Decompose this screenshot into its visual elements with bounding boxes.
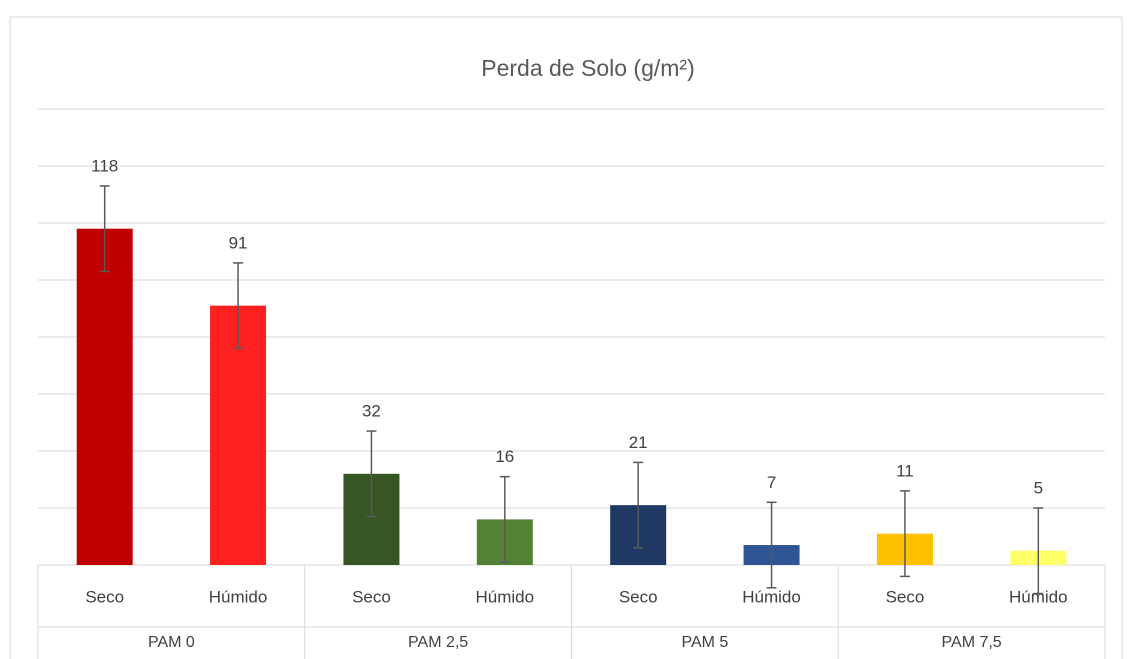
x-tick-label: Húmido — [742, 587, 801, 606]
group-label: PAM 5 — [681, 634, 728, 651]
data-label: 21 — [629, 433, 648, 452]
bar — [76, 228, 133, 565]
group-label: PAM 7,5 — [942, 634, 1002, 651]
group-label: PAM 0 — [148, 634, 195, 651]
x-tick-label: Seco — [619, 587, 658, 606]
x-tick-label: Húmido — [476, 587, 535, 606]
data-label: 118 — [91, 156, 118, 175]
data-label: 16 — [495, 447, 514, 466]
data-label: 11 — [896, 461, 914, 480]
x-tick-label: Seco — [886, 587, 925, 606]
x-tick-label: Húmido — [209, 587, 268, 606]
x-tick-label: Seco — [352, 587, 391, 606]
data-label: 7 — [767, 473, 776, 492]
x-tick-label: Seco — [85, 587, 124, 606]
group-label: PAM 2,5 — [408, 634, 468, 651]
x-tick-label: Húmido — [1009, 587, 1068, 606]
data-label: 91 — [229, 233, 248, 252]
chart-title: Perda de Solo (g/m²) — [481, 55, 694, 81]
chart-border — [9, 16, 1123, 659]
data-label: 5 — [1034, 478, 1043, 497]
data-label: 32 — [362, 402, 381, 421]
